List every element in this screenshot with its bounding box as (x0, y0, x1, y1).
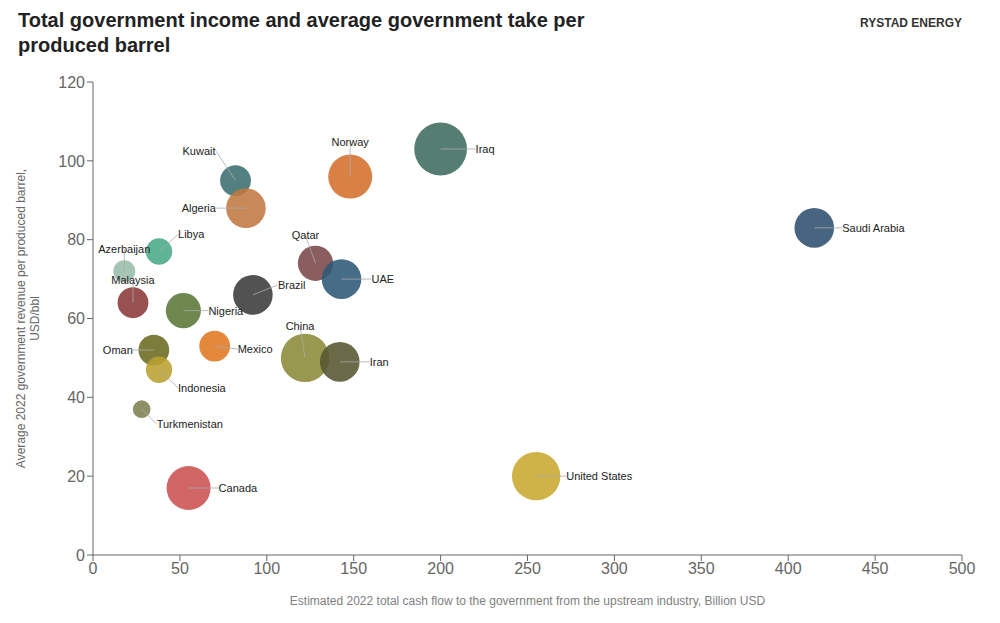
svg-text:Estimated 2022 total cash flow: Estimated 2022 total cash flow to the go… (290, 594, 766, 608)
svg-text:100: 100 (58, 153, 85, 170)
svg-text:250: 250 (514, 560, 541, 577)
svg-text:300: 300 (601, 560, 628, 577)
svg-text:China: China (286, 320, 316, 332)
svg-text:Mexico: Mexico (238, 343, 273, 355)
svg-text:Libya: Libya (178, 228, 205, 240)
svg-text:Indonesia: Indonesia (178, 382, 227, 394)
svg-text:Canada: Canada (219, 482, 258, 494)
svg-text:Iraq: Iraq (476, 143, 495, 155)
svg-text:60: 60 (67, 310, 85, 327)
html-text:Total government income and av: Total government income and average gove… (18, 9, 585, 31)
svg-text:Azerbaijan: Azerbaijan (98, 243, 150, 255)
svg-text:Norway: Norway (332, 136, 370, 148)
html-text:produced barrel: produced barrel (18, 34, 171, 56)
svg-text:Average 2022 government revenu: Average 2022 government revenue per prod… (14, 169, 42, 468)
svg-text:Oman: Oman (103, 344, 133, 356)
svg-text:450: 450 (862, 560, 889, 577)
svg-text:80: 80 (67, 231, 85, 248)
svg-text:Turkmenistan: Turkmenistan (157, 418, 223, 430)
svg-text:40: 40 (67, 389, 85, 406)
svg-text:100: 100 (253, 560, 280, 577)
svg-text:350: 350 (688, 560, 715, 577)
svg-text:Iran: Iran (370, 356, 389, 368)
svg-text:400: 400 (775, 560, 802, 577)
svg-text:200: 200 (427, 560, 454, 577)
svg-text:Brazil: Brazil (278, 279, 306, 291)
svg-text:20: 20 (67, 468, 85, 485)
svg-text:UAE: UAE (372, 273, 395, 285)
svg-text:Nigeria: Nigeria (208, 305, 244, 317)
svg-text:Kuwait: Kuwait (182, 145, 215, 157)
svg-text:500: 500 (949, 560, 976, 577)
svg-text:120: 120 (58, 74, 85, 91)
svg-text:150: 150 (340, 560, 367, 577)
svg-text:0: 0 (89, 560, 98, 577)
svg-text:Algeria: Algeria (182, 202, 217, 214)
svg-text:0: 0 (76, 547, 85, 564)
html-text:RYSTAD ENERGY: RYSTAD ENERGY (860, 16, 962, 30)
svg-text:50: 50 (171, 560, 189, 577)
svg-text:Qatar: Qatar (292, 229, 320, 241)
svg-text:United States: United States (566, 470, 633, 482)
svg-text:Saudi Arabia: Saudi Arabia (842, 222, 905, 234)
svg-text:Malaysia: Malaysia (111, 274, 155, 286)
